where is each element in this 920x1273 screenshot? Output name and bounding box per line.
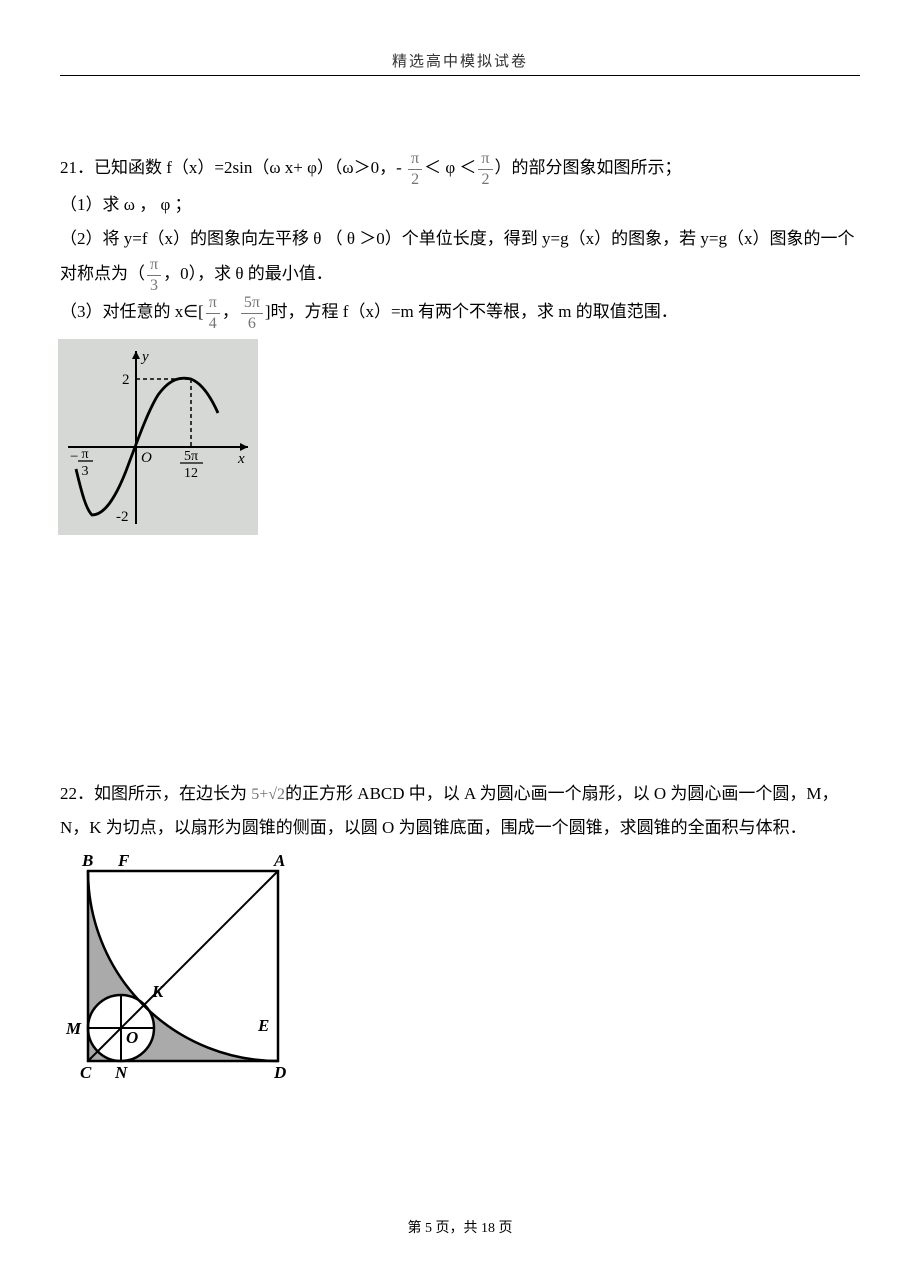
p21-stem-suffix: ）的部分图象如图所示；: [495, 158, 682, 177]
p21-part2: （2）将 y=f（x）的图象向左平移 θ （ θ ＞0）个单位长度，得到 y=g…: [60, 222, 860, 294]
xneg-den: 3: [82, 464, 89, 479]
label-k: K: [151, 982, 165, 1001]
label-f: F: [117, 851, 130, 870]
page-header: 精选高中模拟试卷: [60, 50, 860, 80]
p21-number: 21．: [60, 158, 94, 177]
label-d: D: [273, 1063, 286, 1082]
p21-part1: （1）求 ω ， φ ；: [60, 188, 860, 222]
x-label: x: [237, 451, 245, 467]
y-label: y: [140, 349, 149, 365]
p21-stem-prefix: 已知函数 f（x）=2sin（ω x+ φ）（ω＞0，‐: [94, 158, 406, 177]
label-m: M: [65, 1019, 82, 1038]
p22-stem: 22．如图所示，在边长为 5+√2的正方形 ABCD 中，以 A 为圆心画一个扇…: [60, 777, 860, 845]
frac-pi-over-4: π4: [206, 294, 220, 332]
page-container: 精选高中模拟试卷 21．已知函数 f（x）=2sin（ω x+ φ）（ω＞0，‐…: [0, 0, 920, 1273]
cone-svg: A B C D F E K M N O: [58, 851, 298, 1083]
p21-part2-suffix: ，0），求 θ 的最小值．: [163, 264, 333, 283]
p21-stem-mid: ＜ φ ＜: [424, 158, 476, 177]
cone-figure: A B C D F E K M N O: [58, 851, 860, 1095]
sine-graph-svg: y x 2 -2 O − π 3 5π 12: [58, 339, 258, 535]
neg-sign: −: [70, 449, 78, 465]
problem-gap: [60, 547, 860, 777]
label-n: N: [114, 1063, 128, 1082]
p22-stem-prefix: 如图所示，在边长为: [94, 784, 251, 803]
sine-graph-figure: y x 2 -2 O − π 3 5π 12: [58, 339, 860, 547]
label-e: E: [257, 1016, 269, 1035]
p21-part3: （3）对任意的 x∈[π4，5π6]时，方程 f（x）=m 有两个不等根，求 m…: [60, 294, 860, 332]
xpos-den: 12: [184, 466, 198, 481]
label-c: C: [80, 1063, 92, 1082]
label-a: A: [273, 851, 285, 870]
page-footer: 第 5 页，共 18 页: [0, 1217, 920, 1237]
yneg2-label: -2: [116, 509, 129, 525]
footer-suffix: 页: [495, 1221, 513, 1236]
frac-5pi-over-6: 5π6: [241, 294, 263, 332]
header-underline: [60, 75, 860, 76]
p22-number: 22．: [60, 784, 94, 803]
xpos-num: 5π: [184, 449, 198, 464]
frac-pi-over-2-b: π2: [478, 150, 492, 188]
problem-22: 22．如图所示，在边长为 5+√2的正方形 ABCD 中，以 A 为圆心画一个扇…: [60, 777, 860, 1095]
sine-bg: [58, 339, 258, 535]
frac-pi-over-3: π3: [147, 256, 161, 294]
footer-mid: 页，共: [432, 1221, 481, 1236]
p21-stem-line: 21．已知函数 f（x）=2sin（ω x+ φ）（ω＞0，‐ π2＜ φ ＜π…: [60, 150, 860, 188]
y2-label: 2: [122, 372, 130, 388]
origin-label: O: [141, 450, 152, 466]
label-o: O: [126, 1028, 138, 1047]
sqrt-expr: 5+√2: [251, 786, 285, 803]
header-title: 精选高中模拟试卷: [392, 54, 528, 70]
footer-total: 18: [481, 1221, 495, 1236]
footer-page: 5: [425, 1221, 432, 1236]
footer-prefix: 第: [408, 1221, 426, 1236]
frac-pi-over-2-a: π2: [408, 150, 422, 188]
p21-part3-mid: ，: [222, 302, 239, 321]
problem-21: 21．已知函数 f（x）=2sin（ω x+ φ）（ω＞0，‐ π2＜ φ ＜π…: [60, 150, 860, 547]
xneg-num: π: [81, 447, 88, 462]
p21-part3-prefix: （3）对任意的 x∈[: [60, 302, 204, 321]
label-b: B: [81, 851, 93, 870]
p21-part3-suffix: ]时，方程 f（x）=m 有两个不等根，求 m 的取值范围．: [265, 302, 678, 321]
